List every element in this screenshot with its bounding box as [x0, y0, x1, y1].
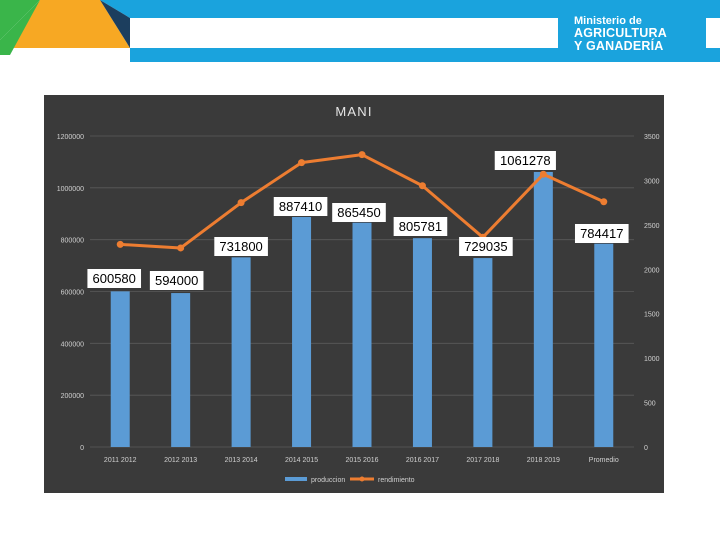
x-tick-label: 2014 2015 — [285, 457, 318, 464]
logo-line-1: Ministerio de — [574, 15, 642, 27]
legend-label-produccion: produccion — [311, 477, 345, 484]
data-label: 731800 — [219, 239, 262, 254]
header-banner: Ministerio de AGRICULTURA Y GANADERÍA — [0, 0, 720, 62]
y-left-tick-label: 0 — [80, 445, 84, 452]
data-label-box — [87, 269, 142, 288]
data-label: 1061278 — [500, 153, 551, 168]
data-label: 594000 — [155, 273, 198, 288]
chart-panel: MANI 0 200000 400000 600000 800000 1000000 120… — [44, 95, 664, 493]
y-left-tick-label: 1200000 — [57, 134, 84, 141]
legend-swatch-produccion — [285, 477, 307, 481]
y-right-tick-label: 2000 — [644, 267, 660, 274]
bar-produccion — [533, 171, 553, 447]
point-rendimiento — [177, 244, 185, 252]
point-rendimiento — [237, 199, 245, 207]
y-right-tick-label: 2500 — [644, 223, 660, 230]
point-rendimiento — [298, 159, 306, 167]
data-label: 784417 — [580, 226, 623, 241]
bar-produccion — [231, 257, 251, 447]
y-right-tick-label: 3000 — [644, 178, 660, 185]
point-rendimiento — [539, 170, 547, 178]
data-label: 865450 — [337, 205, 380, 220]
y-right-tick-label: 500 — [644, 401, 656, 408]
x-tick-label: 2015 2016 — [345, 457, 378, 464]
data-label-box — [574, 224, 629, 243]
data-label-box — [393, 217, 448, 236]
bar-produccion — [171, 293, 191, 447]
y-left-tick-label: 800000 — [61, 238, 84, 245]
legend-label-rendimiento: rendimiento — [378, 477, 415, 484]
y-left-tick-label: 400000 — [61, 341, 84, 348]
y-right-tick-label: 3500 — [644, 134, 660, 141]
bar-produccion — [110, 291, 130, 447]
x-tick-label: 2016 2017 — [406, 457, 439, 464]
y-right-tick-label: 1000 — [644, 356, 660, 363]
bar-produccion — [594, 243, 614, 447]
bar-produccion — [473, 258, 493, 447]
bar-produccion — [292, 217, 312, 447]
x-tick-label: 2012 2013 — [164, 457, 197, 464]
logo-line-2: AGRICULTURA — [574, 26, 667, 40]
header-blue-band — [0, 0, 720, 18]
logo-line-3: Y GANADERÍA — [574, 39, 664, 53]
header-green-shape-2 — [0, 0, 40, 55]
point-rendimiento — [116, 240, 124, 248]
data-label-box — [332, 203, 386, 222]
data-label: 887410 — [279, 199, 322, 214]
data-label-box — [149, 271, 204, 290]
data-label-box — [214, 237, 268, 256]
y-left-tick-label: 200000 — [61, 393, 84, 400]
bar-produccion — [412, 238, 432, 447]
y-right-tick-label: 0 — [644, 445, 648, 452]
data-label-box — [273, 197, 328, 216]
x-tick-label: Promedio — [589, 457, 619, 464]
data-label: 600580 — [93, 271, 136, 286]
data-label: 729035 — [464, 239, 507, 254]
x-tick-label: 2018 2019 — [527, 457, 560, 464]
y-left-tick-label: 1000000 — [57, 186, 84, 193]
y-right-tick-label: 1500 — [644, 312, 660, 319]
bar-produccion — [352, 222, 372, 447]
x-tick-label: 2013 2014 — [225, 457, 258, 464]
x-tick-label: 2017 2018 — [466, 457, 499, 464]
point-rendimiento — [418, 182, 426, 190]
data-label: 805781 — [399, 219, 442, 234]
chart-title: MANI — [335, 104, 372, 119]
combo-chart: MANI 0 200000 400000 600000 800000 1000000 120… — [57, 104, 660, 484]
point-rendimiento — [600, 198, 608, 206]
header-dark-shape — [100, 0, 130, 48]
ministry-logo: Ministerio de AGRICULTURA Y GANADERÍA — [558, 10, 706, 54]
x-tick-label: 2011 2012 — [104, 457, 137, 464]
point-rendimiento — [358, 151, 366, 159]
data-label-box — [494, 151, 556, 170]
y-left-tick-label: 600000 — [61, 290, 84, 297]
data-label-box — [459, 237, 513, 256]
legend-marker-rendimiento — [359, 476, 365, 482]
